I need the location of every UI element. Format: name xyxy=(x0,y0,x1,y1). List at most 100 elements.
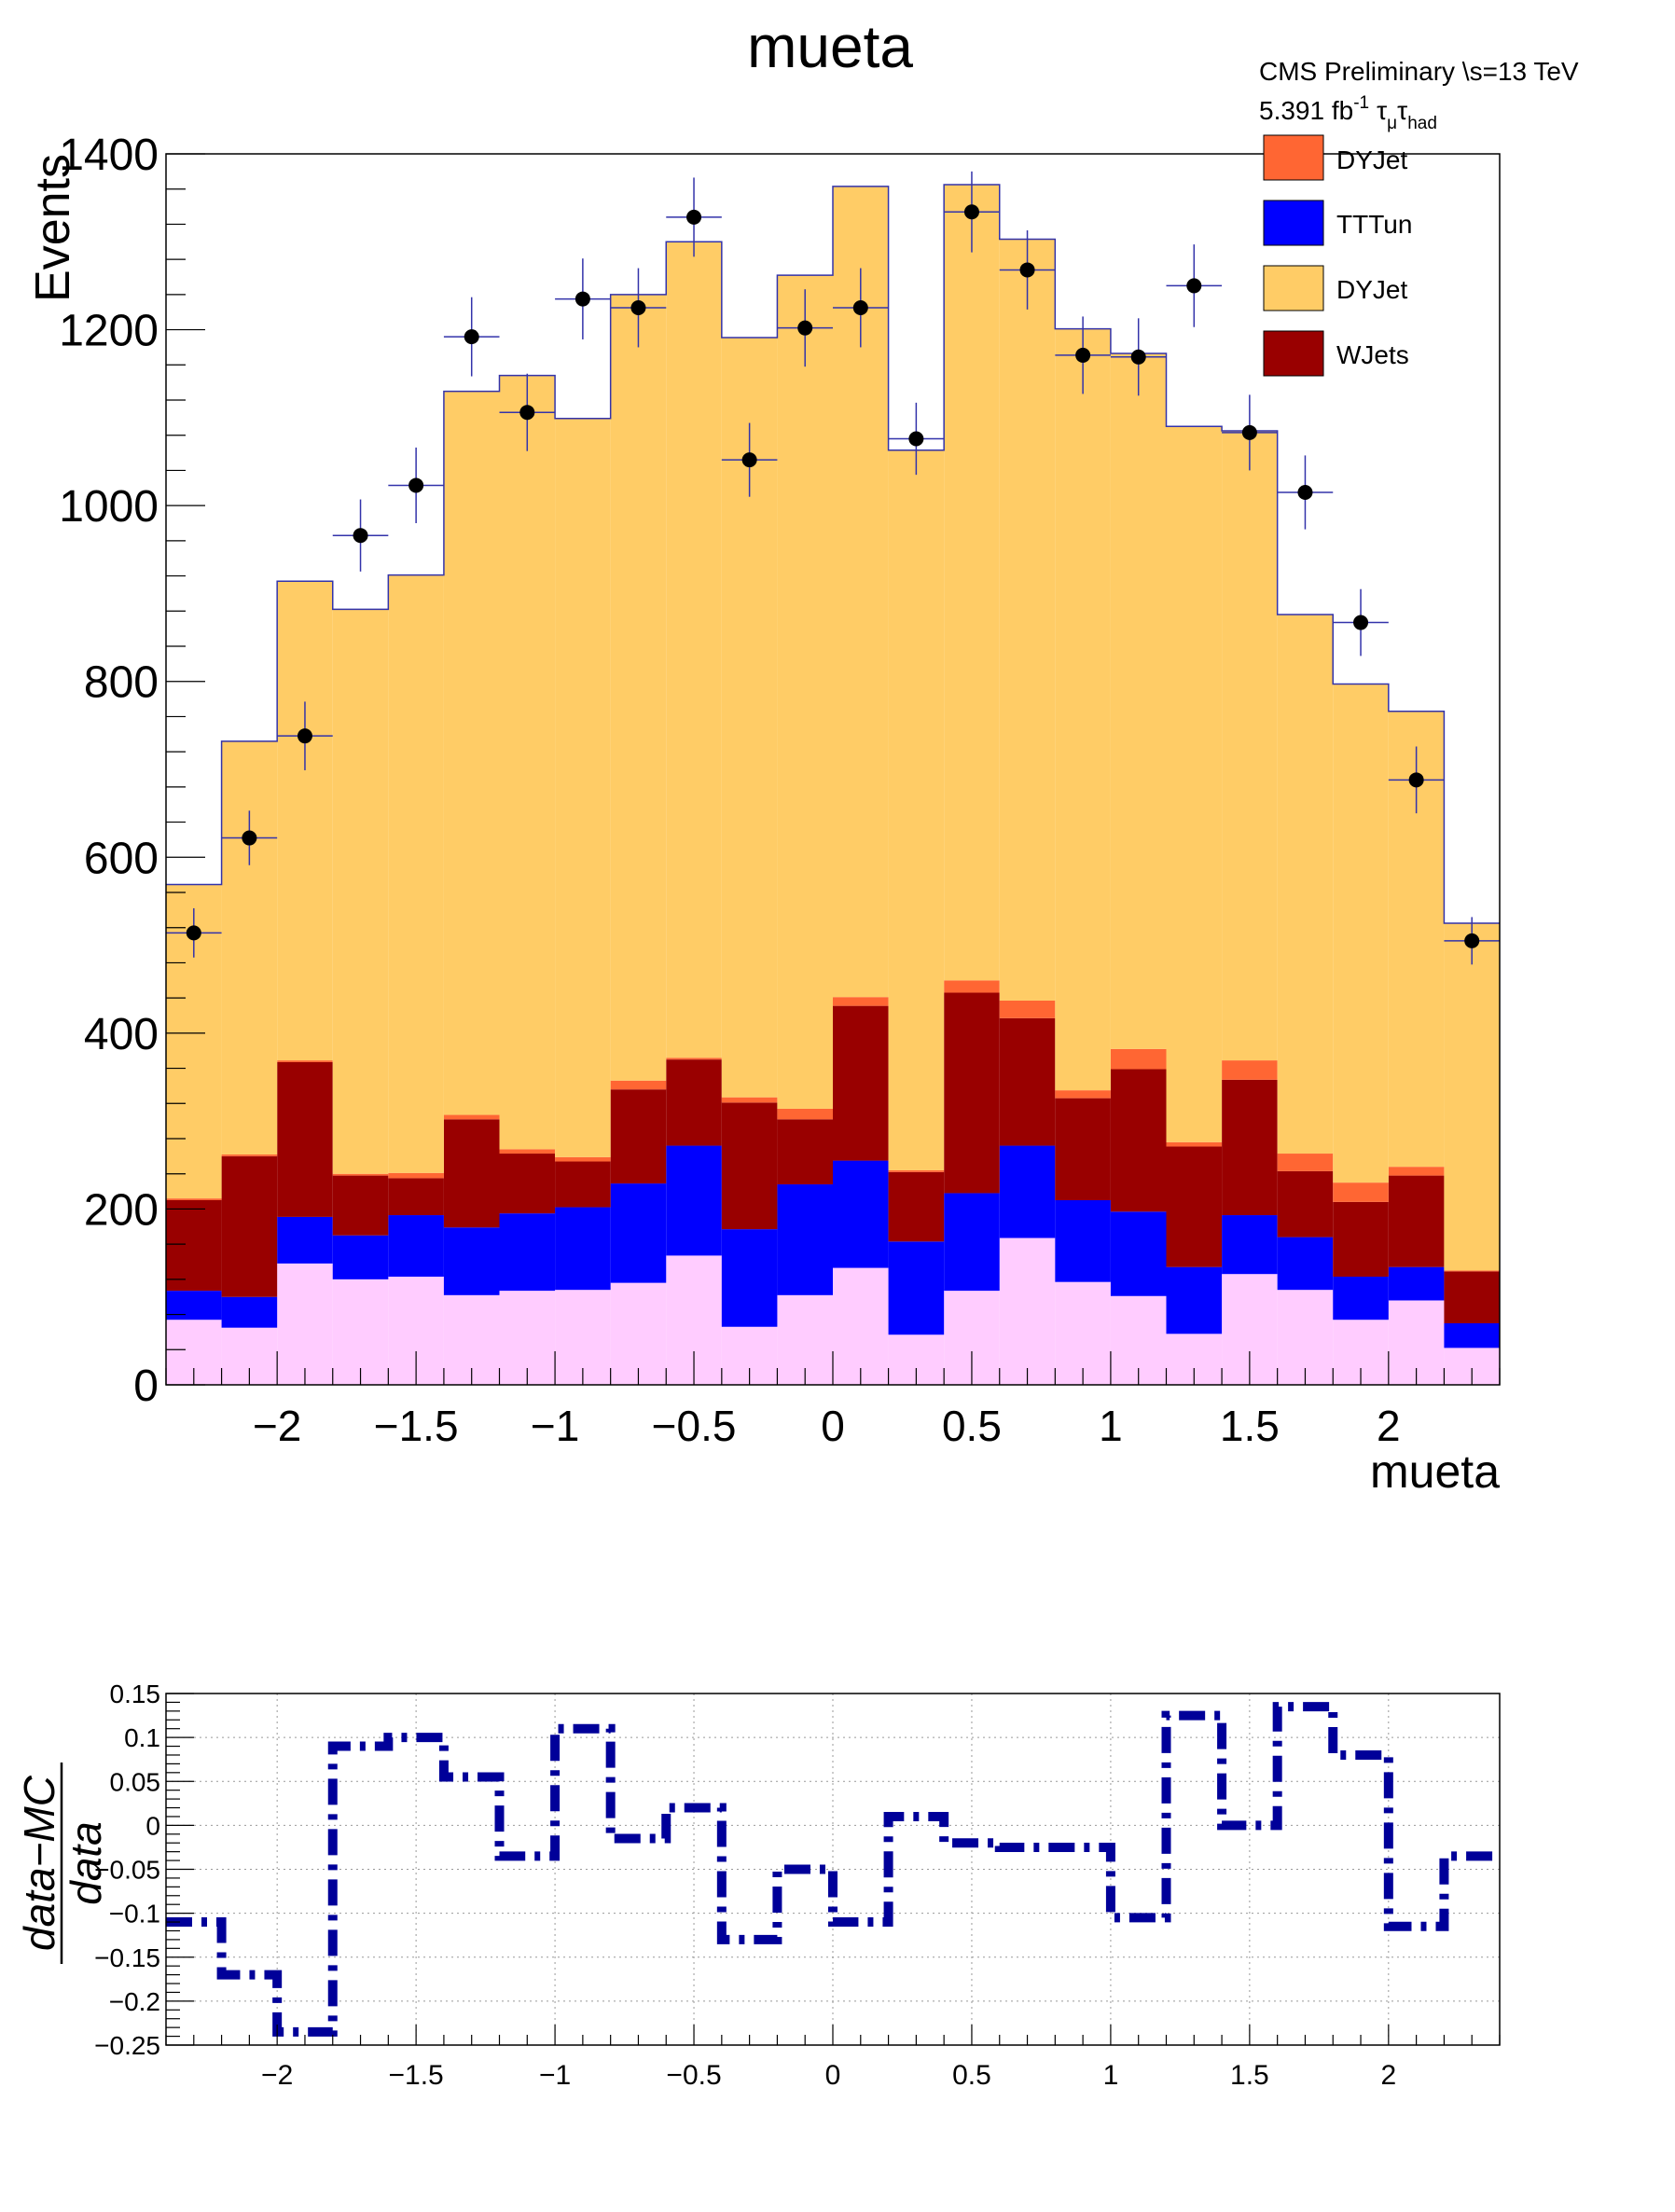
bar-wjets-0 xyxy=(166,1200,222,1292)
data-marker-18 xyxy=(1186,278,1202,294)
bar-dyjet_red-14 xyxy=(944,980,1000,993)
ratio-x-tick-label: 1.5 xyxy=(1230,2060,1269,2091)
bar-tttun-22 xyxy=(1388,1266,1445,1301)
data-marker-20 xyxy=(1297,485,1313,500)
data-point-6 xyxy=(499,373,556,451)
bar-wjets-10 xyxy=(721,1102,778,1230)
bar-wjets-13 xyxy=(888,1171,945,1242)
ratio-step-path xyxy=(166,1702,1500,2037)
ratio-y-tick-label: 0.15 xyxy=(110,1680,161,1708)
bar-tttun-12 xyxy=(833,1160,889,1268)
bar-dyjet_red-19 xyxy=(1222,1060,1278,1080)
bar-tttun-6 xyxy=(499,1213,556,1292)
ratio-x-tick-label: −1 xyxy=(539,2060,571,2091)
bar-wjets-8 xyxy=(610,1089,667,1184)
bar-dyjet_orange-11 xyxy=(777,275,833,1109)
bar-dyjet_orange-13 xyxy=(888,449,945,1170)
data-point-18 xyxy=(1166,244,1223,327)
ratio-y-tick-label: −0.25 xyxy=(94,2031,160,2060)
ratio-y-label-numerator: data−MC xyxy=(15,1775,63,1951)
legend-entry-dyjet-red: DYJet xyxy=(1263,134,1407,181)
bar-tttun-23 xyxy=(1444,1323,1500,1348)
top-x-axis: −2 −1.5 −1 −0.5 0 0.5 1 1.5 2 xyxy=(165,1351,1501,1450)
chart-title: mueta xyxy=(747,13,913,80)
ratio-y-tick-label: −0.1 xyxy=(109,1900,160,1929)
data-marker-16 xyxy=(1075,347,1091,363)
bar-tttun-16 xyxy=(1055,1200,1111,1282)
data-point-16 xyxy=(1055,316,1111,394)
bar-wjets-12 xyxy=(833,1005,889,1161)
top-x-tick-label: 0.5 xyxy=(942,1402,1002,1450)
data-point-19 xyxy=(1222,394,1278,471)
bar-wjets-14 xyxy=(944,992,1000,1194)
y-axis-label: Events xyxy=(26,154,80,302)
lumi-value: 5.391 fb xyxy=(1259,96,1353,125)
data-marker-23 xyxy=(1464,933,1480,948)
bar-wjets-5 xyxy=(443,1119,500,1228)
ratio-y-tick-label: 0.05 xyxy=(110,1767,161,1796)
bar-dyjet_orange-20 xyxy=(1277,615,1334,1154)
ratio-x-tick-label: −0.5 xyxy=(666,2060,721,2091)
top-x-tick-label: −2 xyxy=(253,1402,301,1450)
bar-dyjet_orange-23 xyxy=(1444,923,1500,1271)
legend-swatch-tttun xyxy=(1263,200,1324,246)
tau-symbol-1: τ xyxy=(1377,96,1387,125)
data-marker-22 xyxy=(1408,772,1424,788)
ratio-y-tick-label: −0.2 xyxy=(109,1987,160,2016)
bar-tttun-8 xyxy=(610,1183,667,1283)
bar-wjets-16 xyxy=(1055,1098,1111,1200)
bar-dyjet_red-20 xyxy=(1277,1154,1334,1171)
bar-dyjet_red-16 xyxy=(1055,1090,1111,1099)
bar-wjets-7 xyxy=(555,1161,611,1208)
legend-label-tttun: TTTun xyxy=(1336,210,1412,239)
lumi-unit-exponent: -1 xyxy=(1353,93,1369,113)
bar-dyjet_orange-6 xyxy=(499,375,556,1150)
top-y-tick-label: 200 xyxy=(84,1185,159,1235)
lumi-label: 5.391 fb-1 τμτhad xyxy=(1259,93,1437,133)
bar-tttun-0 xyxy=(166,1291,222,1320)
bar-dyjet_red-4 xyxy=(388,1172,444,1179)
series-tttun xyxy=(166,1145,1500,1348)
bar-wjets-9 xyxy=(666,1059,722,1146)
data-point-8 xyxy=(610,268,667,348)
data-marker-12 xyxy=(852,300,868,315)
bar-dyjet_red-5 xyxy=(443,1114,500,1120)
data-marker-6 xyxy=(519,405,535,421)
bar-wjets-21 xyxy=(1333,1201,1389,1278)
data-point-5 xyxy=(443,297,500,377)
data-marker-3 xyxy=(353,528,368,544)
bar-tttun-5 xyxy=(443,1227,500,1295)
data-point-13 xyxy=(888,402,945,476)
total-outline-path xyxy=(166,184,1500,924)
legend-label-dyjet-red: DYJet xyxy=(1336,145,1407,174)
ratio-x-tick-label: 1 xyxy=(1103,2060,1119,2091)
bar-tttun-10 xyxy=(721,1229,778,1327)
data-marker-0 xyxy=(186,925,201,941)
bar-other-8 xyxy=(610,1282,667,1385)
data-point-4 xyxy=(388,447,444,523)
data-marker-17 xyxy=(1130,349,1146,365)
data-points xyxy=(166,171,1500,965)
bar-dyjet_red-23 xyxy=(1444,1270,1500,1272)
bar-dyjet_red-13 xyxy=(888,1169,945,1172)
bar-dyjet_orange-9 xyxy=(666,242,722,1058)
bar-dyjet_red-1 xyxy=(221,1154,278,1156)
cms-label: CMS Preliminary \s=13 TeV xyxy=(1259,57,1579,86)
data-point-0 xyxy=(166,907,222,958)
top-plot-area: −2 −1.5 −1 −0.5 0 0.5 1 1.5 2 0 200 400 600 800 1000 1… xyxy=(59,131,1501,1450)
bar-dyjet_orange-3 xyxy=(332,609,389,1174)
data-marker-10 xyxy=(741,452,757,468)
total-mc-outline xyxy=(166,184,1500,924)
bar-dyjet_red-10 xyxy=(721,1097,778,1103)
top-x-tick-label: −1.5 xyxy=(374,1402,459,1450)
x-axis-label: mueta xyxy=(1370,1445,1500,1498)
bar-tttun-3 xyxy=(332,1235,389,1279)
data-point-9 xyxy=(666,177,722,257)
legend-label-wjets: WJets xyxy=(1336,340,1409,369)
had-subscript: had xyxy=(1407,114,1437,133)
legend: DYJet TTTun DYJet WJets xyxy=(1263,134,1412,377)
data-marker-2 xyxy=(297,728,312,744)
ratio-y-label-denominator: data xyxy=(62,1821,110,1905)
top-x-tick-label: −0.5 xyxy=(652,1402,737,1450)
top-x-tick-label: 1.5 xyxy=(1220,1402,1280,1450)
